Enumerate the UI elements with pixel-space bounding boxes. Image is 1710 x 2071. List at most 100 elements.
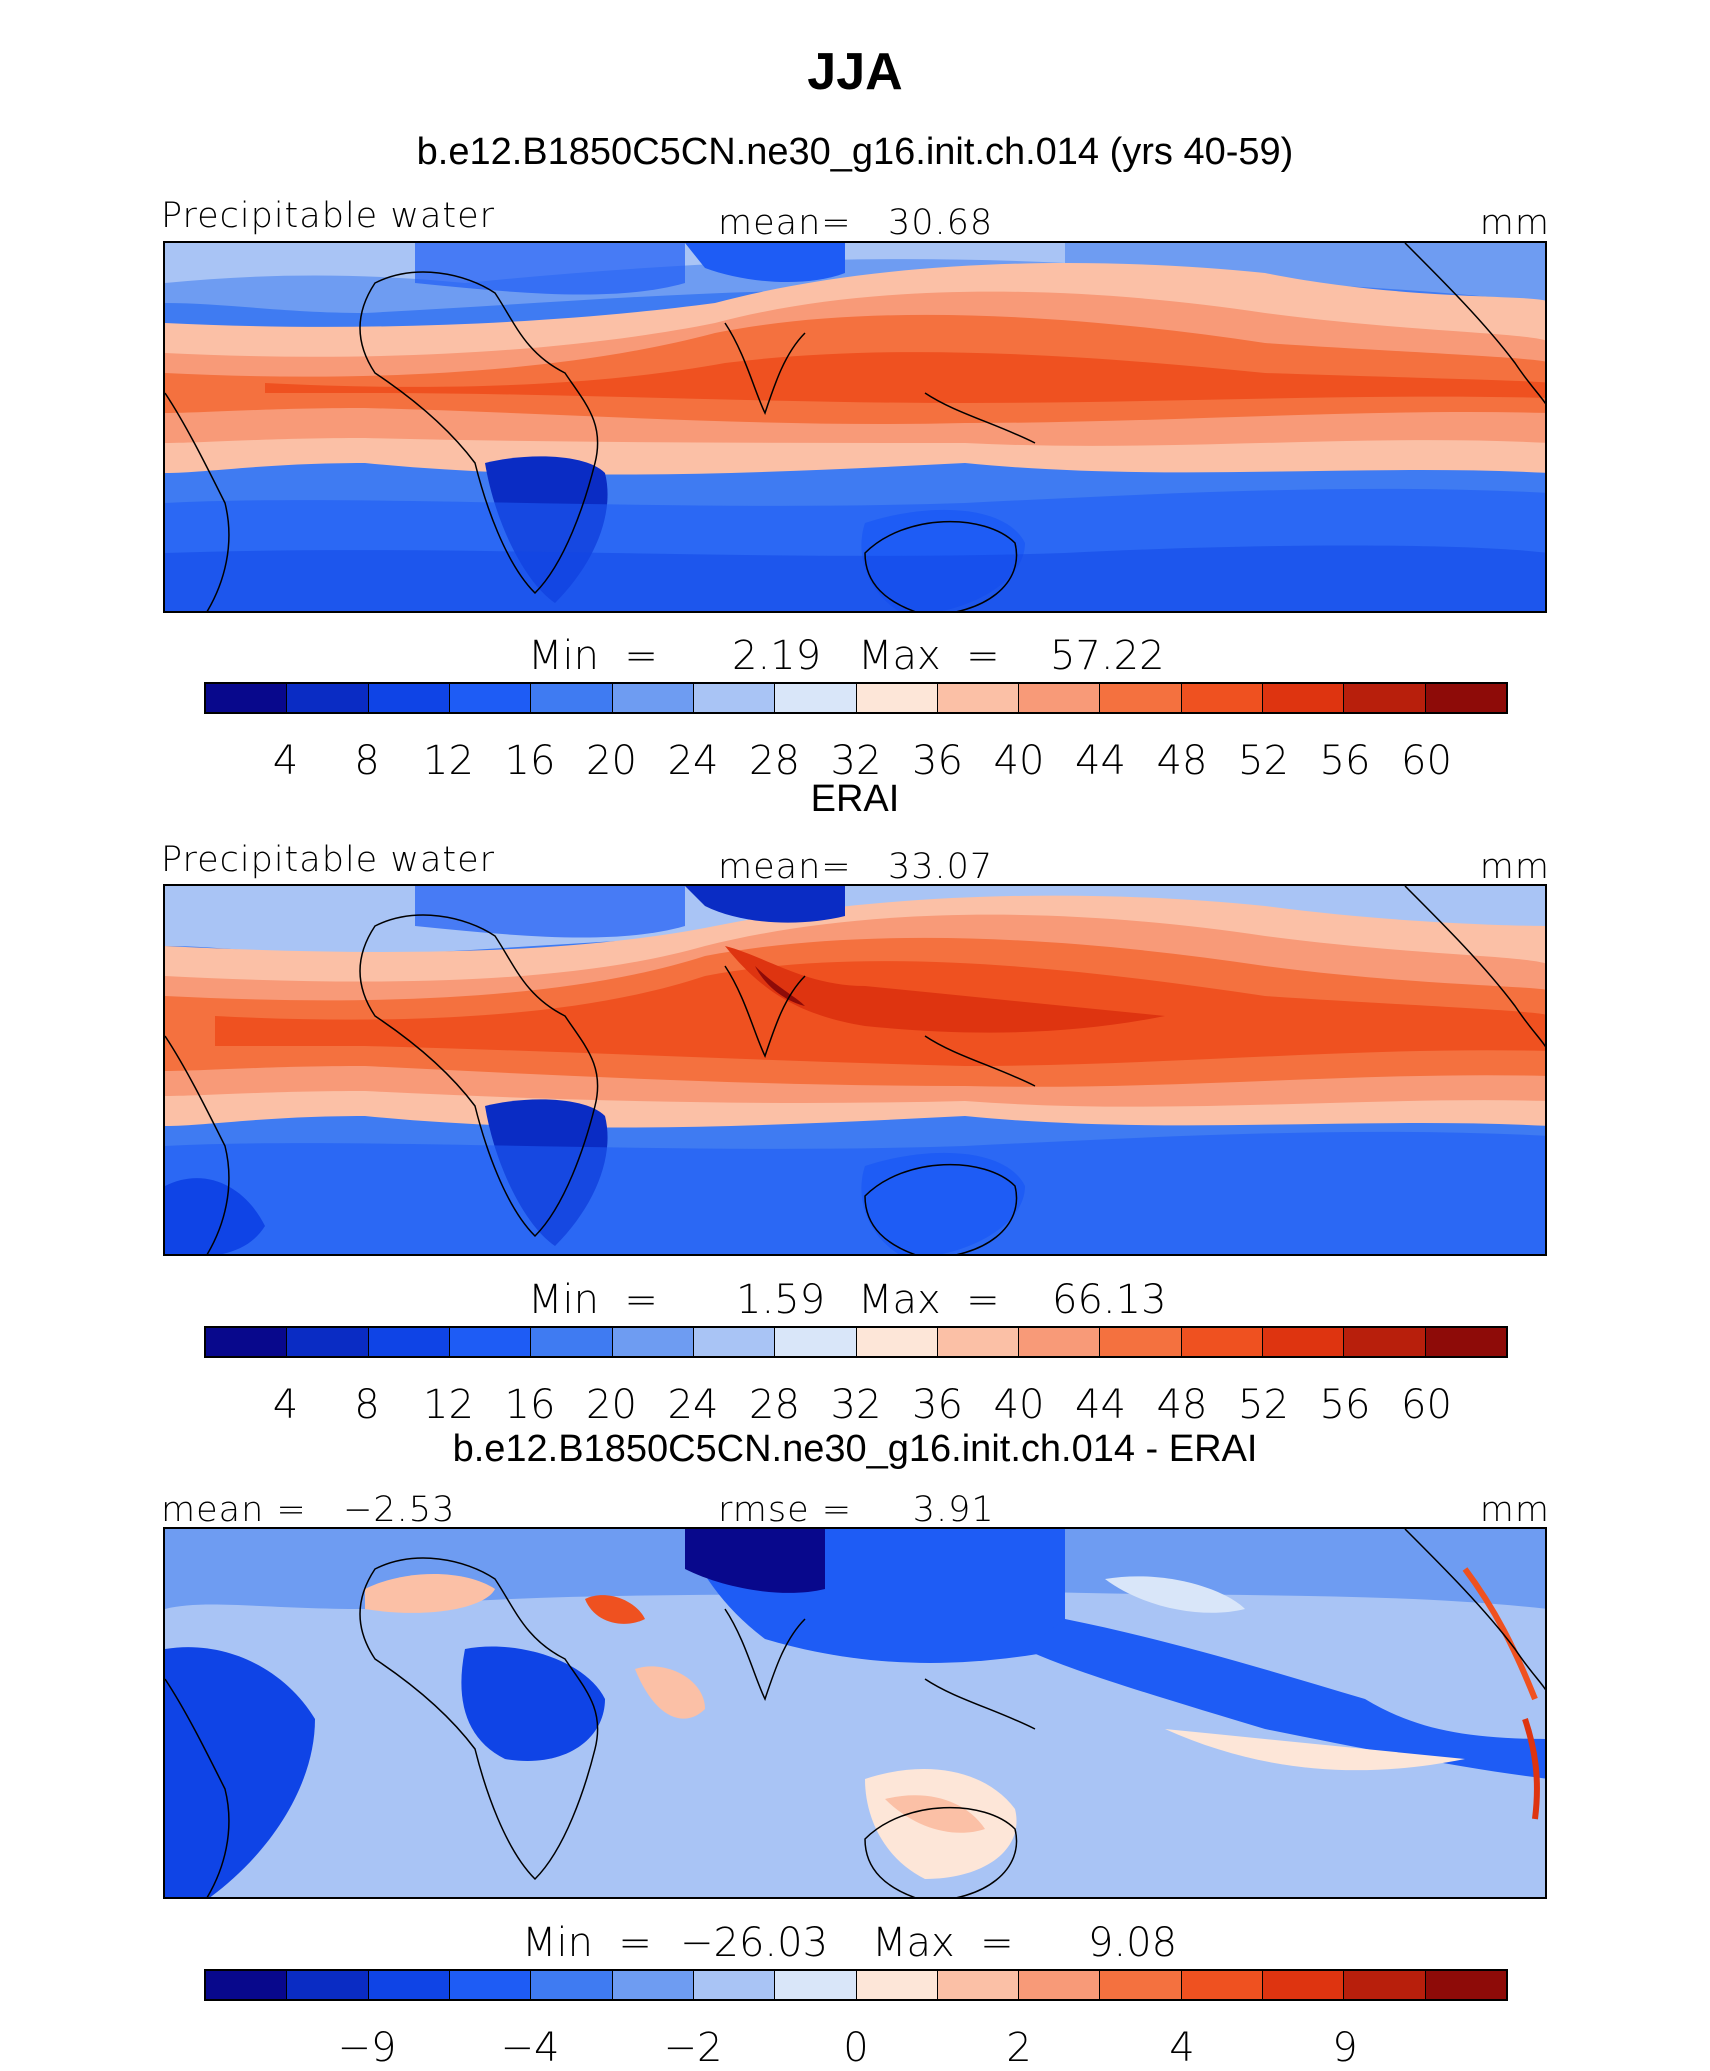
- units-label: mm: [1479, 1490, 1550, 1530]
- colorbar-swatch: [531, 1971, 613, 1999]
- panel-title-obs: ERAI: [810, 778, 900, 820]
- colorbar-swatch: [775, 1328, 857, 1356]
- colorbar-swatch: [1425, 684, 1506, 712]
- colorbar-swatch: [937, 1328, 1020, 1356]
- colorbar-tick-label: 4: [1169, 2025, 1195, 2071]
- colorbar-swatch: [1263, 1971, 1345, 1999]
- min-value: 2.19: [732, 633, 822, 679]
- colorbar-swatch: [1344, 1328, 1426, 1356]
- colorbar-tick-label: 36: [912, 738, 963, 784]
- colorbar: [204, 1969, 1508, 2001]
- colorbar-tick-label: 28: [749, 738, 800, 784]
- colorbar-swatch: [449, 1971, 532, 1999]
- colorbar-swatch: [1181, 684, 1264, 712]
- colorbar: [204, 1326, 1508, 1358]
- colorbar-swatch: [693, 1328, 776, 1356]
- colorbar-swatch: [206, 1971, 288, 1999]
- max-value: 9.08: [1088, 1920, 1178, 1966]
- colorbar-swatch: [693, 1971, 776, 1999]
- mean-label: mean= 33.07: [718, 847, 994, 887]
- colorbar-swatch: [287, 684, 369, 712]
- colorbar-tick-label: 0: [843, 2025, 869, 2071]
- colorbar-tick-label: 9: [1332, 2025, 1358, 2071]
- colorbar-swatch: [693, 684, 776, 712]
- colorbar-swatch: [1019, 1328, 1101, 1356]
- colorbar-swatch: [856, 1971, 938, 1999]
- colorbar-swatch: [368, 684, 450, 712]
- colorbar-swatch: [775, 1971, 857, 1999]
- colorbar-tick-label: −9: [337, 2025, 397, 2071]
- colorbar-swatch: [1425, 1328, 1506, 1356]
- colorbar-swatch: [206, 1328, 288, 1356]
- colorbar-swatch: [1100, 1971, 1182, 1999]
- colorbar-tick-label: 8: [354, 1382, 380, 1428]
- colorbar-swatch: [856, 1328, 938, 1356]
- colorbar-tick-label: 4: [272, 738, 299, 784]
- min-value: 1.59: [736, 1277, 826, 1323]
- colorbar-tick-label: 24: [667, 1382, 719, 1428]
- colorbar: [204, 682, 1508, 714]
- colorbar-tick-label: 52: [1238, 738, 1289, 784]
- colorbar-tick-label: 20: [586, 738, 637, 784]
- colorbar-swatch: [287, 1328, 369, 1356]
- colorbar-swatch: [612, 1328, 694, 1356]
- colorbar-tick-label: 40: [993, 738, 1045, 784]
- colorbar-tick-label: 16: [504, 738, 556, 784]
- colorbar-tick-label: 16: [504, 1382, 556, 1428]
- colorbar-tick-label: 4: [272, 1382, 299, 1428]
- colorbar-swatch: [531, 1328, 613, 1356]
- colorbar-tick-label: 56: [1319, 738, 1371, 784]
- colorbar-tick-label: 60: [1401, 1382, 1452, 1428]
- colorbar-swatch: [287, 1971, 369, 1999]
- figure-title: JJA: [807, 43, 903, 101]
- units-label: mm: [1479, 203, 1550, 243]
- colorbar-tick-label: 12: [423, 1382, 474, 1428]
- colorbar-swatch: [1181, 1971, 1264, 1999]
- colorbar-swatch: [206, 684, 288, 712]
- colorbar-swatch: [937, 684, 1020, 712]
- colorbar-tick-label: 2: [1006, 2025, 1032, 2071]
- max-label: Max =: [858, 1277, 1000, 1323]
- map-obs: [163, 884, 1547, 1256]
- colorbar-swatch: [856, 684, 938, 712]
- colorbar-swatch: [1019, 1971, 1101, 1999]
- map-difference: [163, 1527, 1547, 1899]
- min-label: Min =: [522, 1920, 652, 1966]
- colorbar-tick-label: −4: [500, 2025, 560, 2071]
- colorbar-swatch: [531, 684, 613, 712]
- max-label: Max =: [858, 633, 1000, 679]
- min-label: Min =: [528, 1277, 658, 1323]
- colorbar-tick-label: 32: [830, 738, 882, 784]
- colorbar-tick-label: 20: [586, 1382, 637, 1428]
- colorbar-tick-label: 28: [749, 1382, 800, 1428]
- colorbar-tick-label: 36: [912, 1382, 963, 1428]
- colorbar-swatch: [1019, 684, 1101, 712]
- colorbar-swatch: [368, 1971, 450, 1999]
- colorbar-swatch: [612, 684, 694, 712]
- colorbar-swatch: [1100, 684, 1182, 712]
- max-label: Max =: [872, 1920, 1014, 1966]
- field-label: Precipitable water: [161, 196, 496, 236]
- colorbar-swatch: [449, 1328, 532, 1356]
- colorbar-tick-label: 12: [423, 738, 474, 784]
- colorbar-tick-label: 44: [1075, 738, 1126, 784]
- diff-mean-label: mean = −2.53: [161, 1490, 456, 1530]
- colorbar-tick-label: 48: [1156, 1382, 1208, 1428]
- colorbar-tick-label: 8: [354, 738, 380, 784]
- colorbar-tick-label: 48: [1156, 738, 1208, 784]
- colorbar-tick-label: 60: [1401, 738, 1452, 784]
- colorbar-swatch: [449, 684, 532, 712]
- colorbar-tick-label: 56: [1319, 1382, 1371, 1428]
- min-value: −26.03: [680, 1920, 829, 1966]
- units-label: mm: [1479, 847, 1550, 887]
- colorbar-swatch: [1263, 1328, 1345, 1356]
- colorbar-swatch: [937, 1971, 1020, 1999]
- colorbar-tick-label: 44: [1075, 1382, 1126, 1428]
- colorbar-swatch: [368, 1328, 450, 1356]
- max-value: 66.13: [1052, 1277, 1167, 1323]
- map-model: [163, 241, 1547, 613]
- colorbar-tick-label: 52: [1238, 1382, 1289, 1428]
- max-value: 57.22: [1050, 633, 1165, 679]
- colorbar-swatch: [775, 684, 857, 712]
- min-label: Min =: [528, 633, 658, 679]
